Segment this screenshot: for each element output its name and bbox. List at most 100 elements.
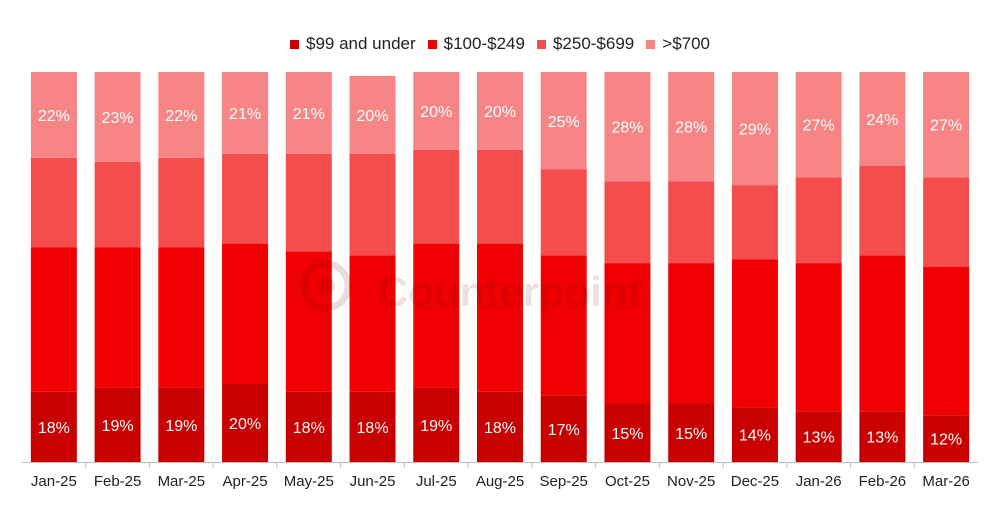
bar-segment bbox=[413, 243, 460, 388]
bar-segment bbox=[30, 157, 77, 248]
bar-segment bbox=[349, 255, 396, 392]
bar-segment bbox=[859, 255, 906, 412]
bar-segment bbox=[158, 72, 205, 158]
x-tick-label: Jan-25 bbox=[31, 473, 77, 490]
data-label: 29% bbox=[739, 122, 771, 139]
legend-item-100-249: $100-$249 bbox=[427, 34, 525, 54]
bar-segment bbox=[285, 153, 332, 252]
bar-segment bbox=[540, 72, 587, 170]
bar-segment bbox=[923, 72, 970, 178]
bar-segment bbox=[413, 150, 460, 244]
x-tick-label: Aug-25 bbox=[476, 473, 524, 490]
x-tick-label: Apr-25 bbox=[223, 473, 268, 490]
x-tick-label: Oct-25 bbox=[605, 473, 650, 490]
bar-segment bbox=[668, 403, 715, 462]
data-label: 17% bbox=[548, 422, 580, 439]
data-label: 27% bbox=[803, 118, 835, 135]
data-label: 15% bbox=[675, 426, 707, 443]
data-label: 21% bbox=[293, 106, 325, 123]
data-label: 23% bbox=[102, 110, 134, 127]
bar-segment bbox=[477, 150, 523, 244]
data-label: 19% bbox=[165, 418, 197, 435]
bar-segment bbox=[795, 263, 842, 412]
bar-segment bbox=[477, 72, 523, 150]
bar-segment bbox=[795, 177, 842, 264]
legend-swatch bbox=[646, 39, 656, 49]
x-tick-label: May-25 bbox=[284, 473, 334, 490]
bar-segment bbox=[604, 72, 651, 182]
data-label: 14% bbox=[739, 428, 771, 445]
bar-segment bbox=[413, 387, 460, 462]
legend-label: $99 and under bbox=[305, 34, 416, 53]
data-label: 28% bbox=[611, 120, 643, 137]
bar-segment bbox=[94, 247, 141, 388]
bar-segment bbox=[731, 185, 778, 260]
bar-segment bbox=[477, 391, 523, 462]
bar-segment bbox=[94, 387, 141, 462]
bar-segment bbox=[923, 415, 970, 462]
data-label: 25% bbox=[548, 114, 580, 131]
data-label: 18% bbox=[357, 420, 389, 437]
data-label: 15% bbox=[611, 426, 643, 443]
bar-segment bbox=[795, 411, 842, 462]
bar-segment bbox=[731, 72, 778, 186]
bar-segment bbox=[158, 157, 205, 248]
bar-segment bbox=[222, 153, 269, 244]
legend: $99 and under $100-$249 $250-$699 >$700 bbox=[0, 34, 1000, 54]
data-label: 18% bbox=[293, 420, 325, 437]
bar-segment bbox=[94, 72, 141, 162]
bar-segment bbox=[30, 247, 77, 392]
legend-label: $250-$699 bbox=[552, 34, 635, 53]
data-label: 18% bbox=[38, 420, 70, 437]
bar-segment bbox=[540, 255, 587, 396]
x-tick-label: Jun-25 bbox=[350, 473, 396, 490]
bar-segment bbox=[285, 72, 332, 154]
bar-segment bbox=[731, 407, 778, 462]
bar-segment bbox=[349, 153, 396, 256]
bar-segment bbox=[349, 75, 396, 154]
x-tick-label: Dec-25 bbox=[731, 473, 779, 490]
bar-segment bbox=[604, 181, 651, 264]
bar-segment bbox=[540, 169, 587, 256]
bar-segment bbox=[222, 243, 269, 384]
legend-label: $100-$249 bbox=[443, 34, 525, 53]
bar-segment bbox=[222, 384, 269, 462]
bar-segment bbox=[859, 72, 906, 166]
bar-segment bbox=[731, 259, 778, 408]
bar-segment bbox=[349, 391, 396, 462]
bar-segment bbox=[923, 177, 970, 267]
bar-segment bbox=[604, 403, 651, 462]
x-tick-label: Feb-26 bbox=[859, 473, 907, 490]
bar-segment bbox=[477, 243, 523, 392]
x-tick-label: Jan-26 bbox=[796, 473, 842, 490]
x-tick-label: Sep-25 bbox=[540, 473, 588, 490]
legend-label: >$700 bbox=[662, 34, 711, 53]
bar-segment bbox=[795, 72, 842, 178]
bar-segment bbox=[668, 263, 715, 404]
x-tick-label: Feb-25 bbox=[94, 473, 142, 490]
bar-segment bbox=[604, 263, 651, 404]
bar-segment bbox=[540, 395, 587, 462]
data-label: 12% bbox=[930, 432, 962, 449]
bar-segment bbox=[285, 391, 332, 462]
data-label: 27% bbox=[930, 118, 962, 135]
data-label: 20% bbox=[484, 104, 516, 121]
data-label: 22% bbox=[38, 108, 70, 125]
data-label: 24% bbox=[866, 112, 898, 129]
data-label: 28% bbox=[675, 120, 707, 137]
data-label: 18% bbox=[484, 420, 516, 437]
data-label: 19% bbox=[102, 418, 134, 435]
data-label: 20% bbox=[229, 416, 261, 433]
x-tick-label: Jul-25 bbox=[416, 473, 457, 490]
data-label: 20% bbox=[357, 108, 389, 125]
legend-swatch bbox=[289, 39, 299, 49]
bar-segment bbox=[222, 72, 269, 154]
bar-segment bbox=[413, 72, 460, 150]
legend-swatch bbox=[536, 39, 546, 49]
bar-segment bbox=[923, 267, 970, 416]
legend-swatch bbox=[427, 39, 437, 49]
x-tick-label: Mar-26 bbox=[922, 473, 970, 490]
data-label: 13% bbox=[866, 430, 898, 447]
